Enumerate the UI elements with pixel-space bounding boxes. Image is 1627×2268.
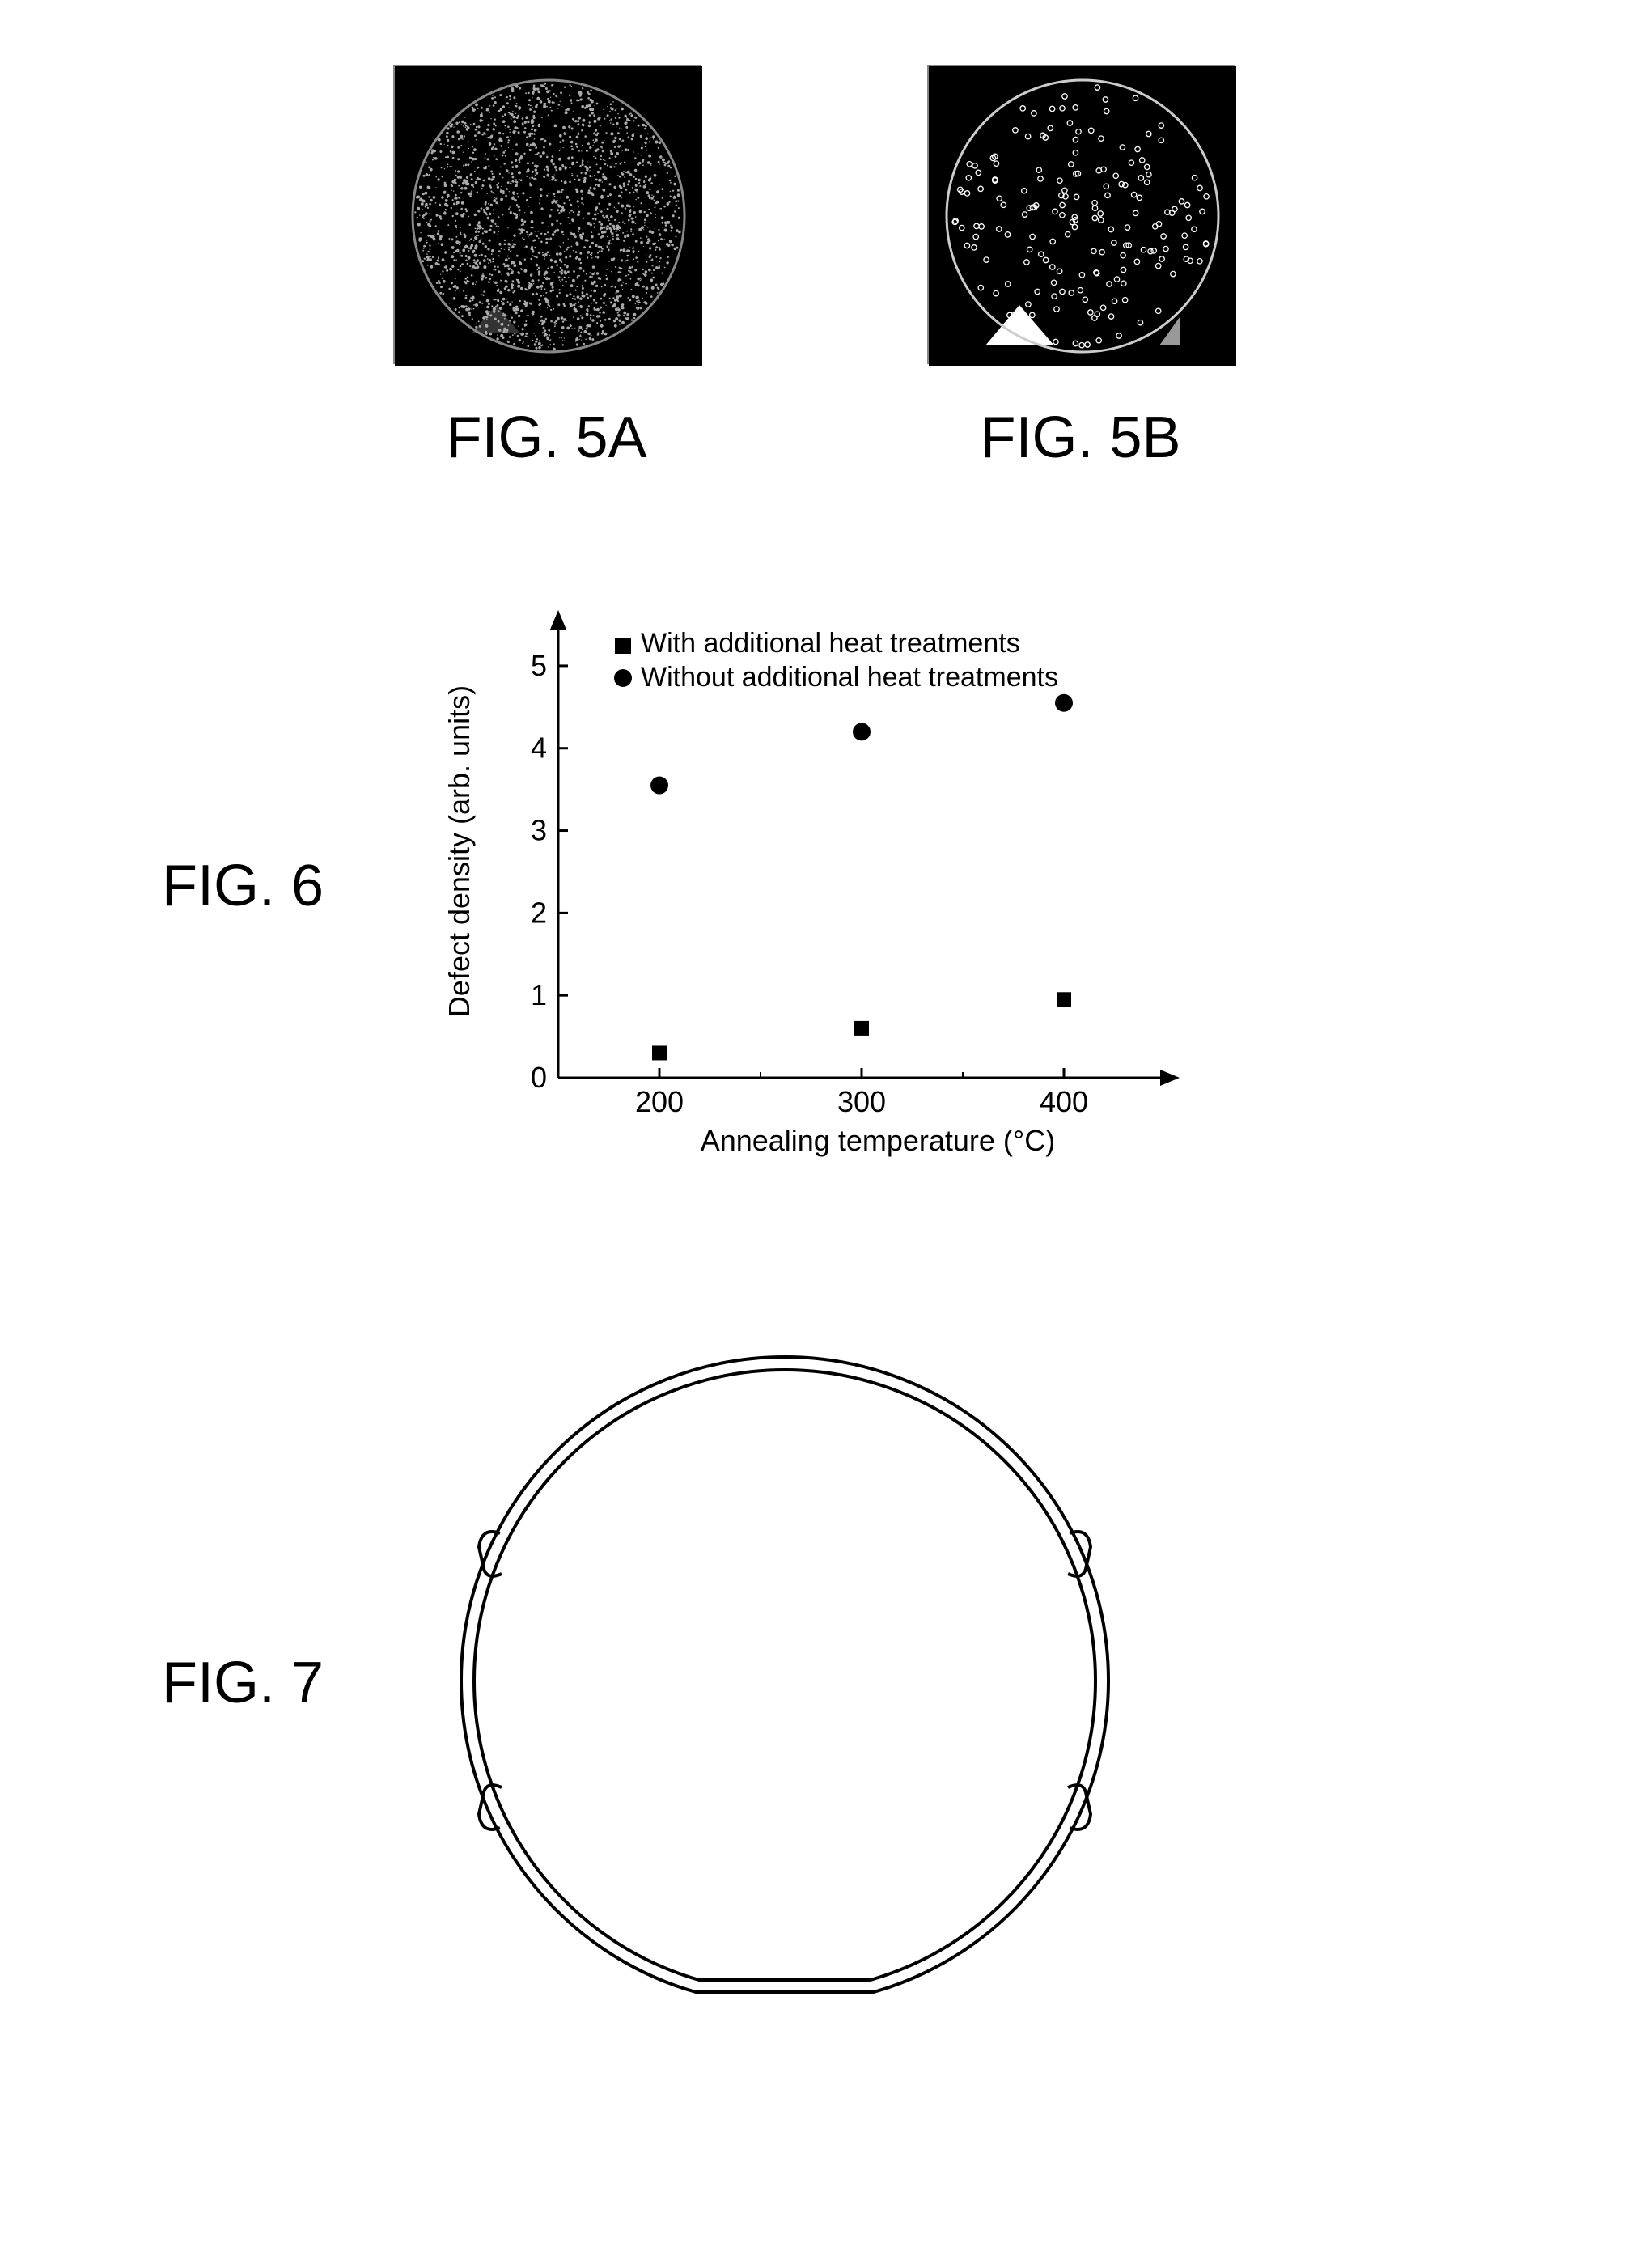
fig5b-svg — [929, 66, 1236, 366]
svg-text:Defect density (arb. units): Defect density (arb. units) — [443, 685, 476, 1017]
svg-text:300: 300 — [837, 1085, 886, 1118]
fig6-chart-svg: 0 1 2 3 4 5 200 300 400 Annealing temperature (°C… — [437, 600, 1214, 1167]
svg-text:400: 400 — [1040, 1085, 1088, 1118]
fig5b-label: FIG. 5B — [980, 405, 1180, 471]
fig5a-wafer-image — [393, 65, 701, 364]
svg-text:200: 200 — [635, 1085, 684, 1118]
svg-text:2: 2 — [531, 896, 547, 929]
fig7-row: FIG. 7 — [65, 1316, 1562, 2049]
fig7-diagram — [421, 1316, 1149, 2049]
fig5-row: FIG. 5A FIG. 5B — [65, 65, 1562, 471]
fig5b-wafer-image — [927, 65, 1235, 364]
fig6-row: FIG. 6 0 1 2 3 4 5 200 300 400 Annealing temperat… — [65, 600, 1562, 1171]
svg-text:1: 1 — [531, 978, 547, 1011]
fig5a-column: FIG. 5A — [393, 65, 701, 471]
fig7-svg — [421, 1316, 1149, 2045]
svg-text:3: 3 — [531, 814, 547, 847]
fig7-label: FIG. 7 — [162, 1650, 324, 1716]
svg-text:5: 5 — [531, 649, 547, 682]
svg-text:Annealing temperature (°C): Annealing temperature (°C) — [701, 1124, 1056, 1157]
fig6-chart: 0 1 2 3 4 5 200 300 400 Annealing temperature (°C… — [437, 600, 1214, 1171]
fig5a-label: FIG. 5A — [446, 405, 646, 471]
svg-text:Without additional heat treatm: Without additional heat treatments — [641, 662, 1058, 693]
fig6-label: FIG. 6 — [162, 853, 324, 919]
svg-text:With additional heat treatment: With additional heat treatments — [641, 628, 1020, 659]
svg-text:4: 4 — [531, 731, 547, 765]
fig5b-column: FIG. 5B — [927, 65, 1235, 471]
fig5a-svg — [395, 66, 702, 366]
svg-text:0: 0 — [531, 1061, 547, 1094]
